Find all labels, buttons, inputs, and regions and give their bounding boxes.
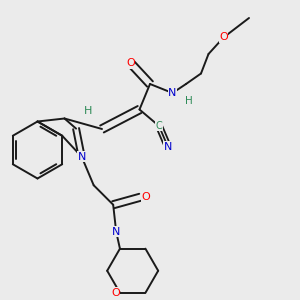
Text: H: H [84, 106, 93, 116]
Text: H: H [185, 95, 193, 106]
Text: O: O [126, 58, 135, 68]
Text: N: N [112, 227, 120, 237]
Text: N: N [164, 142, 172, 152]
Text: O: O [142, 192, 151, 202]
Text: C: C [156, 121, 162, 131]
Text: O: O [111, 288, 120, 298]
Text: O: O [219, 32, 228, 43]
Text: N: N [77, 152, 86, 162]
Text: N: N [168, 88, 177, 98]
